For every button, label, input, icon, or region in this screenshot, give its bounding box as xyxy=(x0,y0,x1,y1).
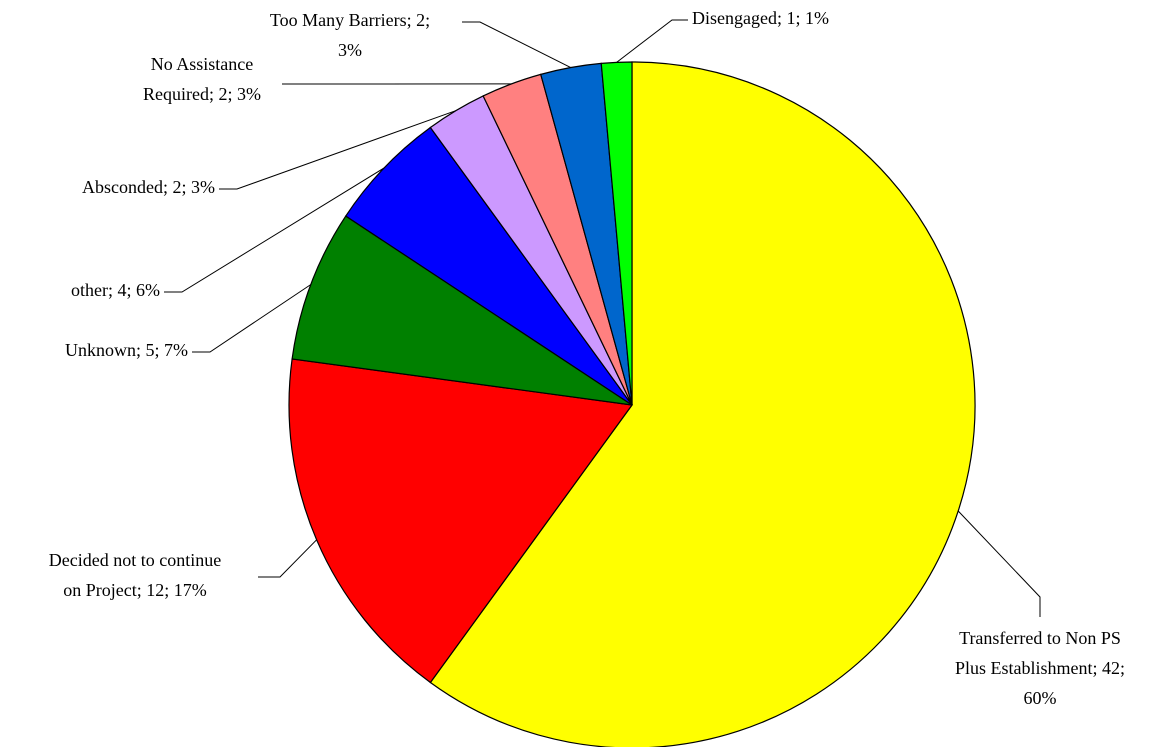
data-label: Absconded; 2; 3% xyxy=(82,177,215,197)
data-label: Transferred to Non PS xyxy=(959,628,1121,648)
pie-slice xyxy=(429,61,976,747)
leader-line xyxy=(462,21,571,68)
leader-line xyxy=(957,510,1041,617)
data-label: No Assistance xyxy=(151,54,254,74)
leader-line xyxy=(219,110,457,190)
leader-line xyxy=(616,19,688,63)
data-label: 60% xyxy=(1024,688,1057,708)
data-label: Decided not to continue xyxy=(49,550,221,570)
leader-line xyxy=(164,167,385,293)
data-label: Unknown; 5; 7% xyxy=(65,340,188,360)
data-label: other; 4; 6% xyxy=(71,280,160,300)
data-label: Too Many Barriers; 2; xyxy=(270,10,430,30)
leader-line xyxy=(192,284,312,353)
data-label: Disengaged; 1; 1% xyxy=(692,8,829,28)
data-label: 3% xyxy=(338,40,362,60)
leader-line xyxy=(258,539,317,578)
data-label: on Project; 12; 17% xyxy=(63,580,206,600)
data-label: Plus Establishment; 42; xyxy=(955,658,1125,678)
data-label: Required; 2; 3% xyxy=(143,84,261,104)
